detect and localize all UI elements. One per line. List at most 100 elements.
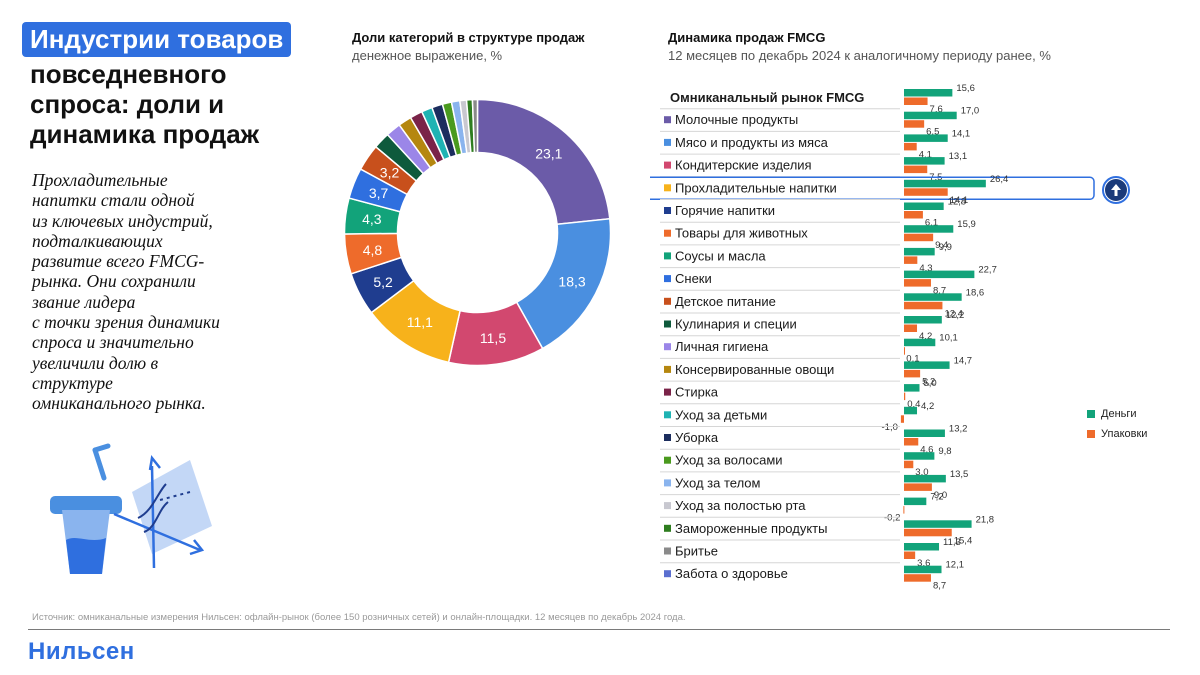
- bar-packs: [904, 165, 928, 174]
- category-label: Горячие напитки: [675, 203, 775, 218]
- donut-title: Доли категорий в структуре продаж: [352, 30, 585, 45]
- value-label-money: 9,9: [939, 242, 952, 253]
- bar-packs: [904, 460, 914, 469]
- category-label: Кондитерские изделия: [675, 158, 812, 173]
- value-label-money: 14,1: [952, 128, 971, 139]
- value-label-money: 21,8: [976, 514, 995, 525]
- legend-label-money: Деньги: [1101, 408, 1137, 420]
- bar-money: [904, 134, 948, 142]
- category-swatch: [664, 116, 671, 124]
- value-label-money: 15,6: [956, 84, 975, 94]
- arrow-up-icon: [1111, 184, 1121, 196]
- bar-packs: [904, 211, 923, 219]
- value-label-packs: 9,4: [935, 240, 948, 251]
- value-label-money: 12,8: [948, 197, 967, 208]
- category-swatch: [664, 229, 671, 237]
- category-swatch: [664, 184, 671, 192]
- bar-money: [904, 270, 975, 279]
- value-label-money: 10,1: [939, 333, 958, 344]
- category-swatch: [664, 502, 671, 510]
- bar-packs: [904, 324, 918, 332]
- bar-money: [904, 111, 957, 120]
- category-label: Забота о здоровье: [675, 566, 788, 581]
- bar-money: [904, 384, 920, 392]
- category-label: Замороженные продукты: [675, 521, 827, 536]
- category-swatch: [664, 524, 671, 532]
- value-label-packs: 7,6: [930, 104, 943, 115]
- donut-slice-label: 3,2: [380, 164, 400, 180]
- value-label-money: 5,0: [924, 378, 937, 389]
- bar-chart-subtitle: 12 месяцев по декабрь 2024 к аналогичном…: [668, 48, 1051, 63]
- bar-packs: [903, 506, 905, 514]
- category-label: Кулинария и специи: [675, 317, 797, 332]
- value-label-money: 13,1: [949, 151, 968, 162]
- bar-money: [904, 179, 986, 188]
- bar-packs: [904, 120, 925, 128]
- lead-paragraph: Прохладительные напитки стали одной из к…: [32, 170, 220, 414]
- bar-packs: [904, 438, 919, 446]
- bar-money: [904, 338, 936, 347]
- category-label: Уборка: [675, 430, 719, 445]
- donut-slice-label: 3,7: [369, 185, 389, 201]
- category-swatch: [664, 138, 671, 146]
- value-label-packs: 12,4: [944, 308, 963, 319]
- value-label-packs: -1,0: [882, 422, 898, 433]
- bar-money: [904, 497, 927, 506]
- category-swatch: [664, 343, 671, 351]
- bar-packs: [904, 97, 928, 105]
- category-swatch: [664, 320, 671, 328]
- category-label: Омниканальный рынок FMCG: [670, 90, 864, 105]
- value-label-money: 14,7: [954, 355, 973, 366]
- growth-chart-icon: [113, 455, 212, 569]
- value-label-packs: 0,1: [906, 354, 919, 365]
- category-label: Уход за волосами: [675, 453, 783, 468]
- value-label-money: 7,2: [930, 492, 943, 503]
- bar-money: [904, 406, 918, 415]
- bar-money: [904, 452, 935, 460]
- value-label-packs: 6,1: [925, 218, 938, 229]
- donut-slice-label: 11,1: [407, 314, 433, 330]
- category-swatch: [664, 207, 671, 214]
- value-label-money: 15,9: [957, 219, 976, 230]
- source-note: Источник: омниканальные измерения Нильсе…: [32, 612, 686, 623]
- bar-packs: [904, 551, 916, 559]
- value-label-money: 13,2: [949, 424, 968, 435]
- bar-money: [904, 429, 945, 437]
- value-label-packs: 4,6: [920, 445, 933, 456]
- value-label-money: 18,6: [966, 287, 985, 298]
- value-label-packs: 4,3: [919, 263, 932, 274]
- value-label-packs: 14,1: [950, 195, 969, 206]
- bar-packs: [904, 483, 932, 491]
- bar-chart: Омниканальный рынок FMCG 15,6 7,6 Молочные …: [650, 84, 1095, 592]
- category-swatch: [664, 570, 671, 578]
- bar-packs: [904, 142, 917, 151]
- value-label-packs: 15,4: [954, 535, 973, 546]
- drink-cup-icon: [50, 443, 122, 574]
- category-swatch: [664, 479, 671, 487]
- bar-money: [904, 293, 962, 301]
- category-label: Молочные продукты: [675, 112, 798, 127]
- bar-packs: [900, 415, 904, 423]
- legend-swatch-money: [1087, 410, 1095, 418]
- value-label-packs: 8,7: [933, 581, 946, 592]
- value-label-packs: 3,0: [915, 467, 928, 478]
- category-swatch: [664, 161, 671, 169]
- footer-divider: [28, 629, 1170, 630]
- category-label: Уход за полостью рта: [675, 498, 806, 513]
- donut-slice-label: 18,3: [558, 273, 585, 289]
- value-label-money: 17,0: [961, 106, 980, 117]
- bar-money: [904, 316, 942, 324]
- bar-packs: [904, 188, 948, 196]
- bar-money: [904, 225, 954, 233]
- donut-slice-label: 23,1: [535, 145, 562, 161]
- legend-item-money: Деньги: [1087, 408, 1147, 420]
- donut-subtitle: денежное выражение, %: [352, 48, 503, 63]
- bar-packs: [904, 347, 905, 355]
- bar-header: Динамика продаж FMCG 12 месяцев по декаб…: [668, 30, 1051, 63]
- value-label-money: 11,3: [943, 537, 961, 548]
- bar-money: [904, 520, 972, 528]
- value-label-money: 13,5: [950, 469, 969, 480]
- value-label-packs: 5,2: [922, 376, 935, 387]
- value-label-packs: 9,0: [934, 490, 947, 501]
- category-swatch: [664, 547, 671, 555]
